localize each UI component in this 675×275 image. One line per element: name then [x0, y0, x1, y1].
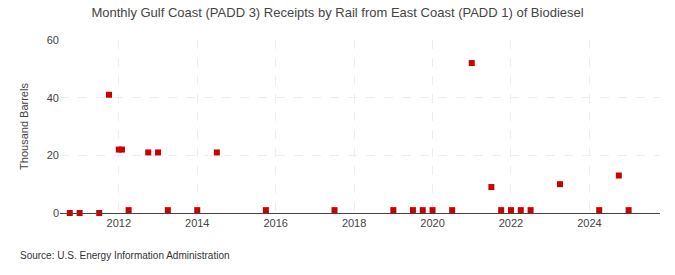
svg-text:Thousand Barrels: Thousand Barrels [18, 83, 30, 170]
svg-text:2022: 2022 [499, 217, 523, 229]
svg-text:2012: 2012 [107, 217, 131, 229]
svg-text:2016: 2016 [263, 217, 287, 229]
svg-text:40: 40 [47, 92, 59, 104]
svg-text:Monthly Gulf Coast (PADD 3) Re: Monthly Gulf Coast (PADD 3) Receipts by … [91, 5, 583, 20]
svg-text:2018: 2018 [342, 217, 366, 229]
svg-text:2024: 2024 [577, 217, 601, 229]
svg-text:60: 60 [47, 34, 59, 46]
svg-text:0: 0 [53, 207, 59, 219]
svg-text:2014: 2014 [185, 217, 209, 229]
svg-text:2020: 2020 [420, 217, 444, 229]
svg-text:Source: U.S. Energy Informatio: Source: U.S. Energy Information Administ… [20, 250, 230, 261]
svg-text:20: 20 [47, 149, 59, 161]
